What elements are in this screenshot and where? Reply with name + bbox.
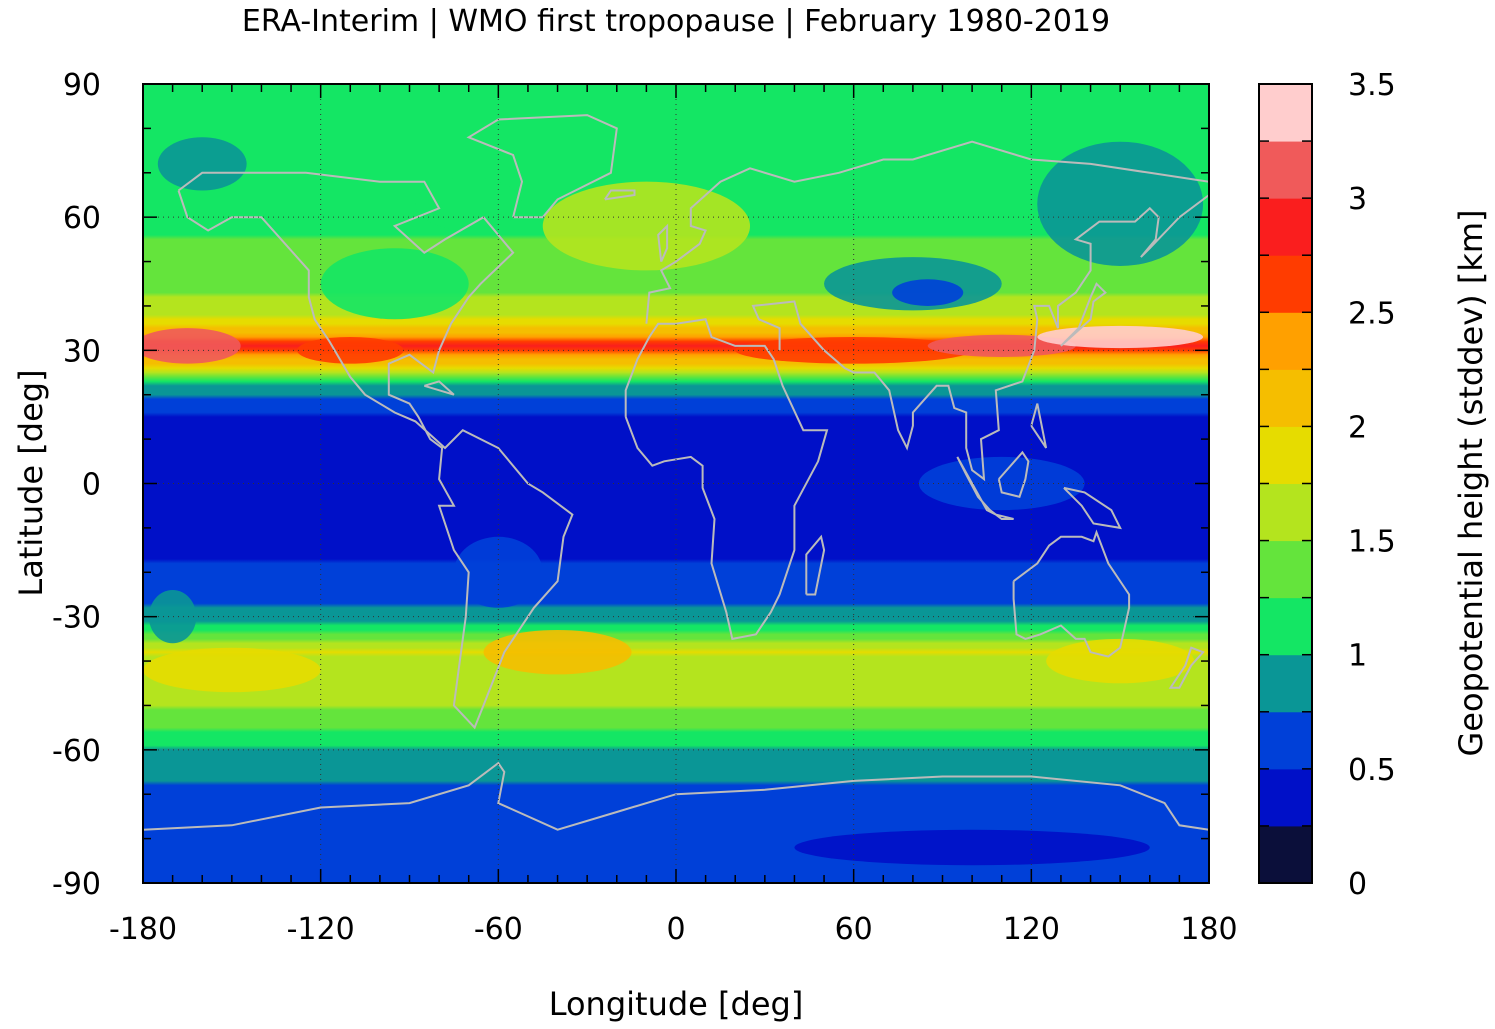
x-tick-label: -180 — [109, 912, 177, 947]
plot-area — [143, 84, 1209, 883]
colorbar-tick-label: 2.5 — [1348, 296, 1396, 331]
colorbar-segment — [1259, 711, 1312, 770]
colorbar-segment — [1259, 369, 1312, 427]
colorbar-segment — [1259, 540, 1312, 599]
x-tick-label: 60 — [835, 912, 873, 947]
colorbar-segment — [1259, 255, 1312, 313]
x-tick-label: 120 — [1003, 912, 1060, 947]
y-tick-label: 60 — [63, 201, 101, 236]
gridlines — [143, 84, 1209, 883]
y-tick-labels: 90 60 30 0 -30 -60 -90 — [52, 68, 101, 902]
chart-title: ERA-Interim | WMO first tropopause | Feb… — [242, 4, 1110, 39]
colorbar-tick-labels: 0 0.5 1 1.5 2 2.5 3 3.5 — [1348, 68, 1396, 902]
colorbar-segment — [1259, 426, 1312, 484]
x-tick-label: 180 — [1180, 912, 1237, 947]
colorbar-tick-label: 1.5 — [1348, 525, 1396, 560]
coastlines — [143, 114, 1209, 831]
y-tick-label: -30 — [52, 601, 101, 636]
y-tick-label: -60 — [52, 734, 101, 769]
colorbar-segment — [1259, 141, 1312, 199]
colorbar-segment — [1259, 483, 1312, 542]
y-tick-label: 30 — [63, 334, 101, 369]
colorbar-label: Geopotential height (stddev) [km] — [1452, 209, 1490, 756]
colorbar-tick-label: 3 — [1348, 182, 1367, 217]
y-tick-label: 90 — [63, 68, 101, 103]
colorbar-tick-label: 3.5 — [1348, 68, 1396, 103]
colorbar-segment — [1259, 84, 1312, 142]
x-tick-labels: -180 -120 -60 0 60 120 180 — [109, 912, 1238, 947]
colorbar — [1259, 83, 1312, 884]
colorbar-tick-label: 0.5 — [1348, 753, 1396, 788]
x-axis-label: Longitude [deg] — [549, 985, 804, 1023]
colorbar-segment — [1259, 198, 1312, 256]
axis-ticks — [142, 83, 1210, 884]
colorbar-segment — [1259, 768, 1312, 827]
y-axis-label: Latitude [deg] — [12, 369, 50, 596]
x-tick-label: -60 — [474, 912, 523, 947]
x-tick-label: -120 — [287, 912, 355, 947]
colorbar-tick-label: 1 — [1348, 639, 1367, 674]
colorbar-tick-label: 0 — [1348, 867, 1367, 902]
colorbar-tick-label: 2 — [1348, 410, 1367, 445]
y-tick-label: -90 — [52, 867, 101, 902]
field-anomalies — [143, 137, 1204, 866]
colorbar-segment — [1259, 654, 1312, 713]
x-tick-label: 0 — [666, 912, 685, 947]
colorbar-frame — [1258, 83, 1313, 884]
y-tick-label: 0 — [82, 468, 101, 503]
colorbar-segment — [1259, 312, 1312, 370]
colorbar-segment — [1259, 825, 1312, 884]
colorbar-segment — [1259, 597, 1312, 656]
